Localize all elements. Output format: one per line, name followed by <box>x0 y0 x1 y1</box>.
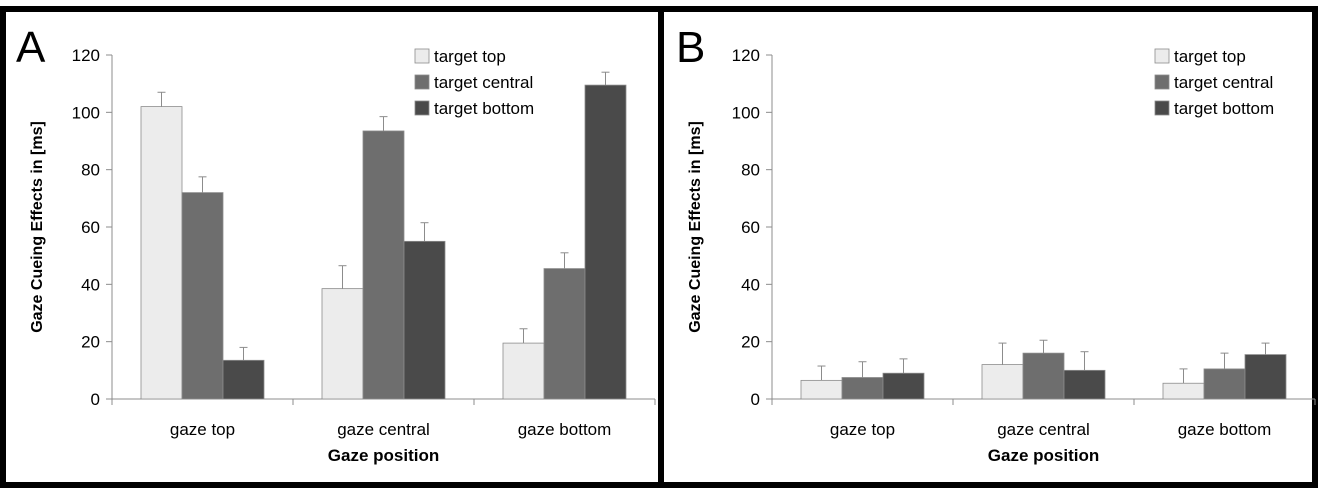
bar <box>841 377 884 400</box>
bar <box>1203 368 1246 400</box>
y-tick-label: 40 <box>81 275 100 294</box>
y-tick-label: 80 <box>741 161 760 180</box>
y-tick-label: 40 <box>741 275 760 294</box>
y-axis-title: Gaze Cueing Effects in [ms] <box>29 121 46 333</box>
x-tick-label: gaze top <box>830 420 895 439</box>
bar <box>321 288 364 400</box>
x-axis-title: Gaze position <box>988 446 1099 465</box>
y-tick-label: 80 <box>81 161 100 180</box>
y-tick-label: 120 <box>732 46 760 65</box>
bar <box>981 364 1024 400</box>
bar <box>222 359 265 400</box>
bar <box>181 192 224 400</box>
chart-panel-a: A 0 20 40 60 80 100 120 Gaze Cueing Effects in [… <box>16 23 656 465</box>
y-tick-label: 60 <box>741 218 760 237</box>
legend-swatch <box>414 100 430 116</box>
panel-a-frame <box>0 6 664 488</box>
legend-swatch <box>414 74 430 90</box>
bar <box>1022 352 1065 400</box>
y-tick-label: 20 <box>81 333 100 352</box>
legend-label: target central <box>434 73 533 92</box>
x-tick-label: gaze bottom <box>1178 420 1272 439</box>
bar <box>1162 382 1205 400</box>
x-tick-label: gaze bottom <box>518 420 612 439</box>
y-tick-label: 60 <box>81 218 100 237</box>
x-tick-label: gaze central <box>997 420 1090 439</box>
y-tick-label: 100 <box>72 103 100 122</box>
y-tick-label: 120 <box>72 46 100 65</box>
panel-label: B <box>676 23 705 72</box>
bar <box>1244 354 1287 400</box>
bar <box>800 379 843 400</box>
legend-swatch <box>414 48 430 64</box>
y-tick-label: 0 <box>91 390 100 409</box>
bar <box>882 372 925 400</box>
legend-label: target top <box>1174 47 1246 66</box>
panel-b-frame <box>658 6 1318 488</box>
bar <box>502 342 545 400</box>
bar <box>1063 369 1106 400</box>
x-axis-title: Gaze position <box>328 446 439 465</box>
legend-label: target top <box>434 47 506 66</box>
legend-swatch <box>1154 48 1170 64</box>
bar <box>403 240 446 400</box>
y-axis-title: Gaze Cueing Effects in [ms] <box>687 121 704 333</box>
legend-label: target bottom <box>1174 99 1274 118</box>
x-tick-label: gaze central <box>337 420 430 439</box>
legend-swatch <box>1154 74 1170 90</box>
bar <box>543 268 586 400</box>
panel-label: A <box>16 23 46 72</box>
y-tick-label: 20 <box>741 333 760 352</box>
legend-label: target central <box>1174 73 1273 92</box>
bar <box>362 130 405 400</box>
legend-label: target bottom <box>434 99 534 118</box>
y-tick-label: 0 <box>751 390 760 409</box>
y-tick-label: 100 <box>732 103 760 122</box>
bar <box>140 106 183 400</box>
x-tick-label: gaze top <box>170 420 235 439</box>
chart-panel-b: B 0 20 40 60 80 100 120 Gaze Cueing Effects in [… <box>676 23 1316 465</box>
bar <box>584 84 627 400</box>
legend-swatch <box>1154 100 1170 116</box>
